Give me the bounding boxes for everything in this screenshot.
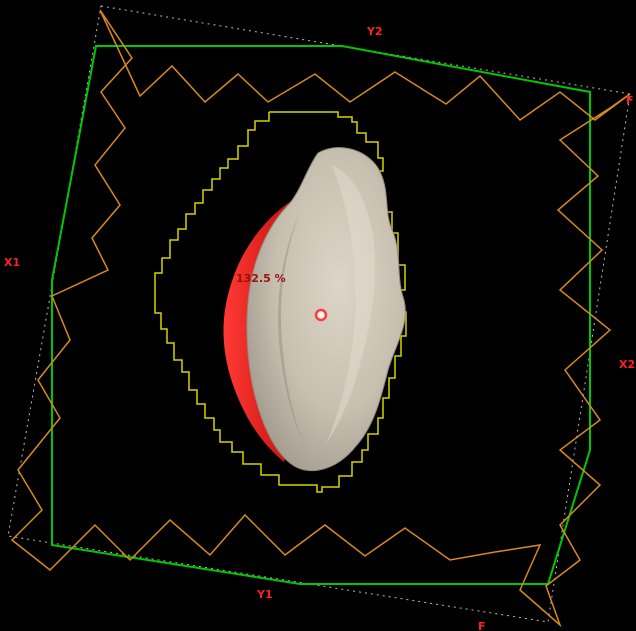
label-y1: Y1 <box>256 588 273 601</box>
organ-structure <box>246 147 406 471</box>
label-corner-right: F <box>626 94 634 107</box>
aperture-outline <box>154 111 407 493</box>
dose-readout: 132.5 % <box>236 272 286 285</box>
label-x1: X1 <box>4 256 20 269</box>
label-x2: X2 <box>619 358 635 371</box>
organ-structure-highlight <box>326 165 376 444</box>
label-corner-bottom: F <box>478 620 486 631</box>
isocenter-marker-icon[interactable] <box>314 308 328 322</box>
collimator-outline <box>10 9 631 628</box>
label-y2: Y2 <box>366 25 383 38</box>
